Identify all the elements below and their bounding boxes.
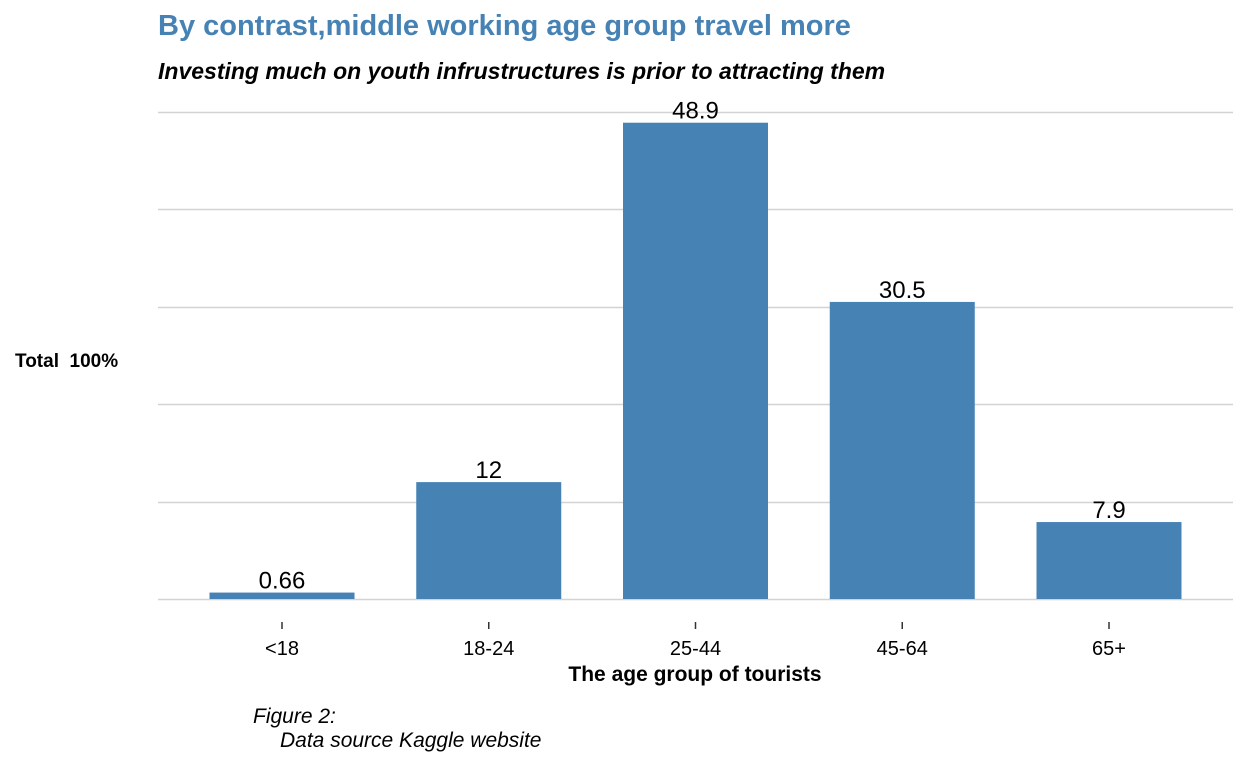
x-tick-label: 45-64 bbox=[877, 638, 928, 660]
x-tick-label: <18 bbox=[265, 638, 299, 660]
y-axis-label: Total 100% bbox=[15, 351, 119, 372]
data-labels: 0.66 12 48.9 30.5 7.9 bbox=[259, 98, 1126, 595]
chart-title: By contrast,middle working age group tra… bbox=[158, 10, 851, 42]
bar bbox=[1036, 522, 1182, 599]
x-tick-label: 25-44 bbox=[670, 638, 721, 660]
data-label: 30.5 bbox=[879, 277, 926, 304]
data-label: 7.9 bbox=[1092, 497, 1125, 524]
bar bbox=[829, 301, 975, 599]
data-label: 0.66 bbox=[259, 568, 306, 595]
bar bbox=[623, 122, 768, 600]
bars bbox=[209, 122, 1182, 600]
data-label: 48.9 bbox=[672, 98, 719, 125]
x-axis: <18 18-24 25-44 45-64 65+ bbox=[265, 622, 1126, 660]
x-axis-label: The age group of tourists bbox=[568, 663, 822, 686]
x-tick-label: 18-24 bbox=[463, 638, 514, 660]
figure-caption: Figure 2: bbox=[253, 705, 336, 728]
data-source-caption: Data source Kaggle website bbox=[280, 729, 542, 752]
x-tick-label: 65+ bbox=[1092, 638, 1126, 660]
chart-subtitle: Investing much on youth infrustructures … bbox=[158, 58, 886, 84]
data-label: 12 bbox=[475, 457, 502, 484]
bar bbox=[209, 592, 355, 599]
bar bbox=[416, 482, 562, 599]
